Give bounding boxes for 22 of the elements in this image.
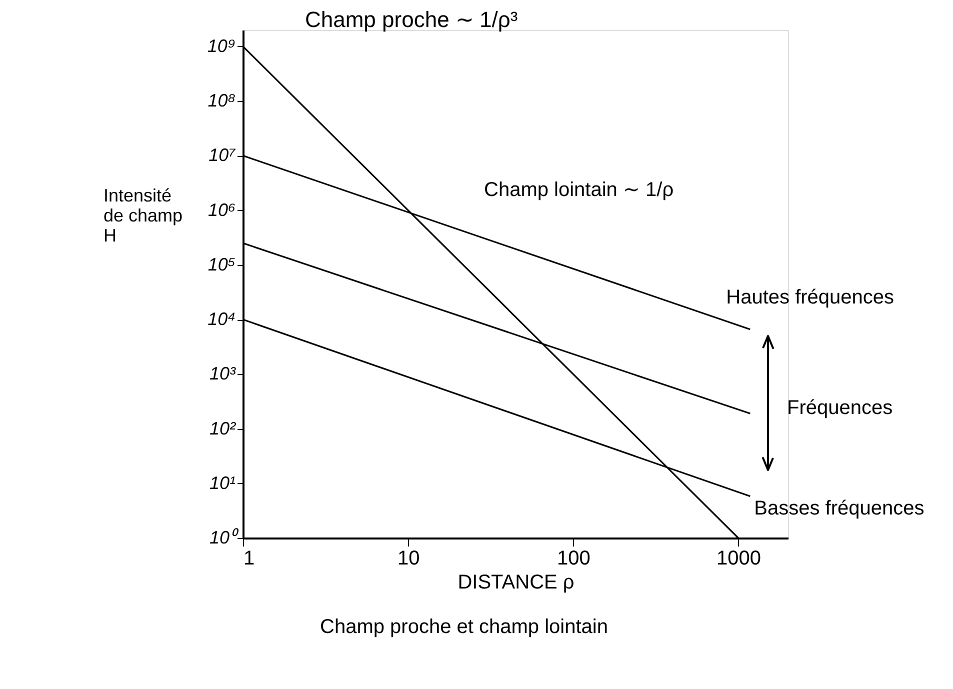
x-axis-title: DISTANCE ρ [458, 572, 574, 594]
text: Champ proche et champ lointain [320, 616, 608, 638]
annotation: Champ proche ∼ 1/ρ³ [305, 7, 518, 32]
y-tick-label: 10³ [209, 364, 237, 384]
series-label: Basses fréquences [754, 497, 924, 520]
annotation: Fréquences [787, 397, 893, 419]
x-tick-label: 1 [244, 548, 255, 570]
annotation: Champ lointain ∼ 1/ρ [484, 179, 674, 201]
y-tick-label: 10¹ [209, 472, 236, 493]
y-tick-label: 10⁹ [207, 36, 236, 56]
y-tick-label: 10⁴ [208, 309, 236, 330]
y-tick-label: 10⁰ [209, 528, 240, 548]
y-axis-title: Intensité de champ H [104, 186, 183, 246]
y-tick-label: 10² [209, 418, 237, 438]
x-tick-label: 1000 [716, 548, 762, 570]
x-tick-label: 10 [397, 548, 420, 570]
y-tick-label: 10⁸ [208, 90, 236, 111]
x-tick-label: 100 [557, 548, 590, 570]
series-label: Hautes fréquences [726, 286, 894, 308]
y-tick-label: 10⁷ [208, 145, 236, 166]
y-tick-label: 10⁵ [208, 254, 236, 274]
y-tick-label: 10⁶ [208, 200, 236, 220]
